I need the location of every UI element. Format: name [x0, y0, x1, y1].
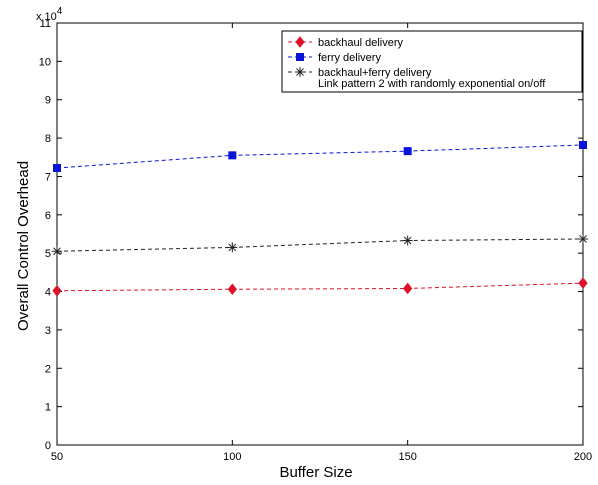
y-tick-label: 8 [45, 133, 51, 145]
data-point [227, 283, 237, 296]
x-tick-label: 50 [51, 451, 63, 463]
legend-swatch-marker [295, 36, 305, 48]
y-tick-label: 10 [39, 56, 51, 68]
series-0 [52, 277, 588, 297]
y-tick-label: 6 [45, 210, 51, 222]
y-tick-label: 1 [45, 402, 51, 414]
y-tick-label: 5 [45, 248, 51, 260]
series-layer [52, 140, 588, 297]
legend-swatch-marker [295, 67, 305, 77]
series-line [56, 282, 584, 292]
series-line [56, 238, 584, 252]
y-tick-label: 9 [45, 95, 51, 107]
legend-entry-label: backhaul delivery [318, 37, 403, 49]
legend-swatch-marker [296, 53, 304, 61]
y-tick-label: 4 [45, 287, 51, 299]
data-point [578, 277, 588, 289]
data-point [52, 284, 62, 297]
x-axis-label: Buffer Size [279, 464, 352, 481]
asterisk-stroke [579, 235, 587, 243]
asterisk-stroke [228, 243, 237, 252]
series-2 [52, 233, 588, 257]
data-point [228, 151, 237, 160]
data-point [403, 147, 412, 156]
y-tick-label: 11 [40, 18, 51, 30]
asterisk-stroke [296, 68, 304, 76]
x-tick-label: 200 [574, 451, 592, 463]
data-point [579, 140, 587, 149]
data-point [403, 282, 413, 295]
legend-entry-label: ferry delivery [318, 52, 381, 64]
data-point [52, 246, 62, 257]
series-1 [53, 140, 587, 173]
x-tick-label: 150 [398, 451, 416, 463]
y-tick-label: 3 [45, 325, 51, 337]
y-multiplier: x 104 [36, 6, 63, 23]
y-tick-label: 0 [45, 440, 51, 452]
data-point [578, 233, 588, 244]
x-tick-label: 100 [223, 451, 241, 463]
asterisk-stroke [53, 247, 61, 256]
data-point [227, 242, 238, 253]
series-line [56, 144, 584, 169]
legend-entry-label: backhaul+ferry delivery [318, 67, 432, 79]
y-tick-label: 2 [45, 363, 51, 375]
legend: backhaul delivery ferry delivery backhaul+… [281, 30, 583, 93]
y-axis-label: Overall Control Overhead [15, 161, 32, 331]
legend-box [281, 30, 583, 93]
data-point [402, 235, 413, 246]
asterisk-stroke [403, 236, 412, 245]
tick-labels: 0 1 2 3 4 5 6 7 8 9 10 11 50 100 150 200 [39, 18, 592, 463]
data-point [53, 164, 61, 173]
y-tick-label: 7 [45, 171, 51, 183]
legend-note: Link pattern 2 with randomly exponential… [318, 78, 546, 90]
